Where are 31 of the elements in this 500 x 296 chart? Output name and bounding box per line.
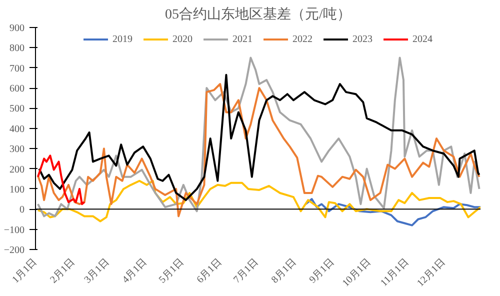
x-tick-label: 8月1日 bbox=[270, 256, 299, 286]
legend-label: 2022 bbox=[292, 34, 312, 44]
y-tick-label: 300 bbox=[10, 144, 24, 156]
x-tick-label: 1月1日 bbox=[10, 256, 40, 286]
y-tick-label: 0 bbox=[20, 204, 24, 216]
x-tick-label: 11月1日 bbox=[378, 256, 412, 289]
x-tick-label: 3月1日 bbox=[82, 256, 112, 286]
y-tick-label: 900 bbox=[10, 23, 24, 34]
y-tick-label: −100 bbox=[4, 224, 24, 236]
legend-label: 2020 bbox=[172, 34, 192, 44]
legend-label: 2024 bbox=[412, 34, 432, 44]
x-tick-label: 6月1日 bbox=[194, 256, 224, 286]
x-tick-label: 4月1日 bbox=[120, 256, 150, 286]
y-tick-label: 600 bbox=[10, 84, 24, 95]
x-tick-label: 12月1日 bbox=[415, 256, 448, 290]
legend-label: 2021 bbox=[232, 34, 252, 44]
y-tick-label: 800 bbox=[10, 43, 24, 54]
y-tick-label: 700 bbox=[10, 63, 24, 74]
y-tick-label: 500 bbox=[10, 104, 24, 115]
x-tick-label: 2月1日 bbox=[48, 256, 78, 286]
x-tick-label: 7月1日 bbox=[232, 256, 261, 286]
legend-label: 2019 bbox=[112, 34, 132, 44]
y-tick-label: 200 bbox=[10, 164, 24, 176]
x-tick-label: 10月1日 bbox=[340, 256, 374, 290]
y-tick-label: −200 bbox=[4, 245, 24, 256]
chart-title: 05合约山东地区基差（元/吨） bbox=[165, 6, 351, 22]
x-tick-label: 9月1日 bbox=[307, 256, 336, 286]
x-tick-label: 5月1日 bbox=[157, 256, 186, 286]
y-tick-label: 100 bbox=[10, 184, 24, 196]
legend-label: 2023 bbox=[352, 34, 372, 44]
y-tick-label: 400 bbox=[10, 124, 24, 135]
